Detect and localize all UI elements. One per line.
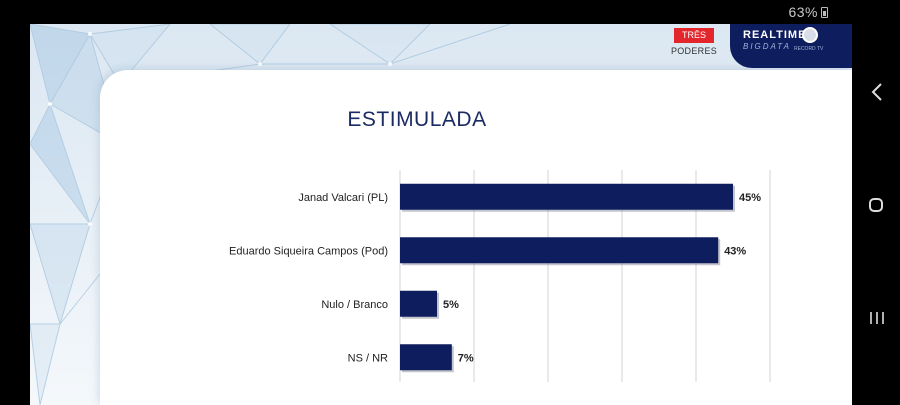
bar bbox=[400, 344, 452, 371]
category-label: Eduardo Siqueira Campos (Pod) bbox=[229, 245, 388, 257]
bigdata-logo-text: BIGDATA bbox=[743, 42, 791, 51]
record-tv-logo-text: RECORD TV bbox=[794, 46, 824, 52]
battery-percentage: 63% bbox=[788, 4, 818, 20]
realtime-logo-icon bbox=[802, 27, 818, 43]
category-label: NS / NR bbox=[348, 352, 388, 364]
status-bar: 63% bbox=[0, 0, 900, 24]
realtime-logo-text: REALTIME bbox=[743, 29, 807, 41]
data-label: 45% bbox=[739, 192, 761, 204]
realtime-bigdata-logo: REALTIME BIGDATA RECORD TV bbox=[730, 24, 852, 68]
chart-title: ESTIMULADA bbox=[347, 108, 487, 131]
tres-poderes-logo-top: TRÊS bbox=[674, 28, 714, 43]
data-label: 5% bbox=[443, 299, 459, 311]
bar bbox=[400, 237, 719, 264]
bar bbox=[400, 290, 437, 317]
category-label: Janad Valcari (PL) bbox=[298, 192, 388, 204]
battery-icon bbox=[821, 7, 828, 18]
recent-apps-icon[interactable] bbox=[869, 311, 885, 325]
tres-poderes-logo-bottom: PODERES bbox=[670, 46, 718, 56]
tres-poderes-logo: TRÊS PODERES bbox=[666, 28, 722, 57]
back-icon[interactable] bbox=[870, 82, 884, 102]
data-label: 43% bbox=[724, 245, 746, 257]
category-label: Nulo / Branco bbox=[321, 299, 388, 311]
data-label: 7% bbox=[458, 352, 474, 364]
bar-chart: Janad Valcari (PL) 45% Eduardo Siqueira Ca… bbox=[229, 170, 771, 382]
home-icon[interactable] bbox=[869, 198, 883, 212]
android-nav-bar bbox=[852, 24, 900, 405]
chart-title-wrap: ESTIMULADA bbox=[0, 108, 900, 132]
bar bbox=[400, 183, 733, 210]
video-frame: TRÊS PODERES REALTIME BIGDATA RECORD TV bbox=[30, 24, 852, 405]
